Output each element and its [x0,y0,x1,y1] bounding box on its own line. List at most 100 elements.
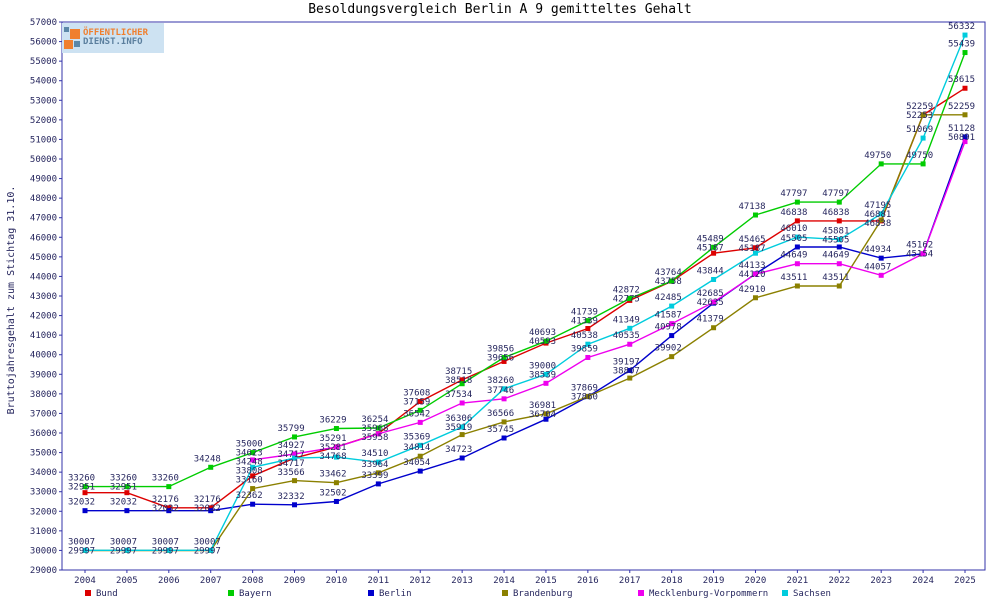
data-point-marker [501,419,507,425]
y-tick-label: 39000 [30,370,57,380]
data-point-marker [585,326,591,332]
y-tick-label: 30000 [30,546,57,556]
data-point-marker [417,468,423,474]
data-point-marker [375,481,381,487]
y-tick-label: 42000 [30,312,57,322]
data-point-marker [250,464,256,470]
data-point-marker [82,490,88,496]
data-point-marker [292,455,298,461]
x-tick-label: 2018 [661,576,683,586]
data-point-marker [878,255,884,261]
y-tick-label: 54000 [30,77,57,87]
data-point-marker [250,457,256,463]
legend-label-sachsen: Sachsen [793,589,831,599]
point-value-label: 43844 [697,266,724,276]
series-line-bund [85,87,966,509]
x-tick-label: 2005 [116,576,138,586]
data-point-marker [669,303,675,309]
point-value-label: 36704 [529,410,556,420]
point-value-label: 32176 [194,495,221,505]
y-tick-label: 50000 [30,155,57,165]
data-point-marker [669,278,675,284]
logo-squares-icon [64,26,80,50]
x-tick-label: 2010 [326,576,348,586]
point-value-label: 43511 [822,273,849,283]
y-tick-label: 52000 [30,116,57,126]
data-point-marker [501,435,507,441]
point-value-label: 36229 [319,416,346,426]
y-tick-label: 51000 [30,135,57,145]
data-point-marker [417,453,423,459]
point-value-label: 45154 [906,250,933,260]
data-point-marker [585,341,591,347]
data-point-marker [250,450,256,456]
y-tick-label: 45000 [30,253,57,263]
data-point-marker [208,464,214,470]
data-point-marker [333,426,339,432]
legend-label-mecklenburg-vorpommern: Mecklenburg-Vorpommern [649,589,768,599]
legend-label-berlin: Berlin [379,589,412,599]
data-point-marker [166,505,172,511]
point-value-label: 38715 [445,367,472,377]
point-value-label: 46838 [864,219,891,229]
y-tick-label: 56000 [30,38,57,48]
point-value-label: 49750 [906,151,933,161]
x-tick-label: 2014 [493,576,515,586]
data-point-marker [417,442,423,448]
legend-marker-sachsen [782,590,788,596]
point-value-label: 40538 [571,331,598,341]
data-point-marker [794,283,800,289]
data-point-marker [459,400,465,406]
y-tick-label: 41000 [30,331,57,341]
point-value-label: 40693 [529,328,556,338]
point-value-label: 45187 [697,243,724,253]
data-point-marker [836,237,842,243]
point-value-label: 33260 [110,474,137,484]
point-value-label: 35919 [445,423,472,433]
legend-marker-mecklenburg-vorpommern [638,590,644,596]
data-point-marker [501,358,507,364]
point-value-label: 34054 [403,458,430,468]
data-point-marker [375,459,381,465]
point-value-label: 34717 [278,450,305,460]
point-value-label: 51069 [906,125,933,135]
point-value-label: 33462 [319,470,346,480]
point-value-label: 37534 [445,390,472,400]
x-tick-label: 2023 [870,576,892,586]
data-point-marker [124,508,130,514]
point-value-label: 37159 [403,398,430,408]
data-point-marker [711,325,717,331]
point-value-label: 32332 [278,492,305,502]
point-value-label: 34510 [361,449,388,459]
point-value-label: 33964 [361,460,388,470]
point-value-label: 42685 [697,289,724,299]
x-tick-label: 2006 [158,576,180,586]
point-value-label: 38518 [445,376,472,386]
data-point-marker [292,451,298,457]
data-point-marker [962,139,968,145]
point-value-label: 46881 [864,210,891,220]
point-value-label: 43764 [655,268,682,278]
data-point-marker [627,296,633,302]
data-point-marker [543,371,549,377]
point-value-label: 41587 [655,311,682,321]
data-point-marker [501,386,507,392]
data-point-marker [501,396,507,402]
point-value-label: 34623 [236,449,263,459]
data-point-marker [752,295,758,301]
point-value-label: 35000 [236,440,263,450]
point-value-label: 44649 [822,251,849,261]
data-point-marker [501,355,507,361]
data-point-marker [627,341,633,347]
point-value-label: 33566 [278,468,305,478]
data-point-marker [794,199,800,205]
oeffentlicher-dienst-logo[interactable]: ÖFFENTLICHER DIENST.INFO [62,23,164,53]
y-tick-label: 38000 [30,390,57,400]
y-tick-label: 47000 [30,214,57,224]
data-point-marker [333,480,339,486]
point-value-label: 33260 [68,474,95,484]
point-value-label: 41339 [571,317,598,327]
logo-text-line1: ÖFFENTLICHER [83,28,149,38]
data-point-marker [627,325,633,331]
